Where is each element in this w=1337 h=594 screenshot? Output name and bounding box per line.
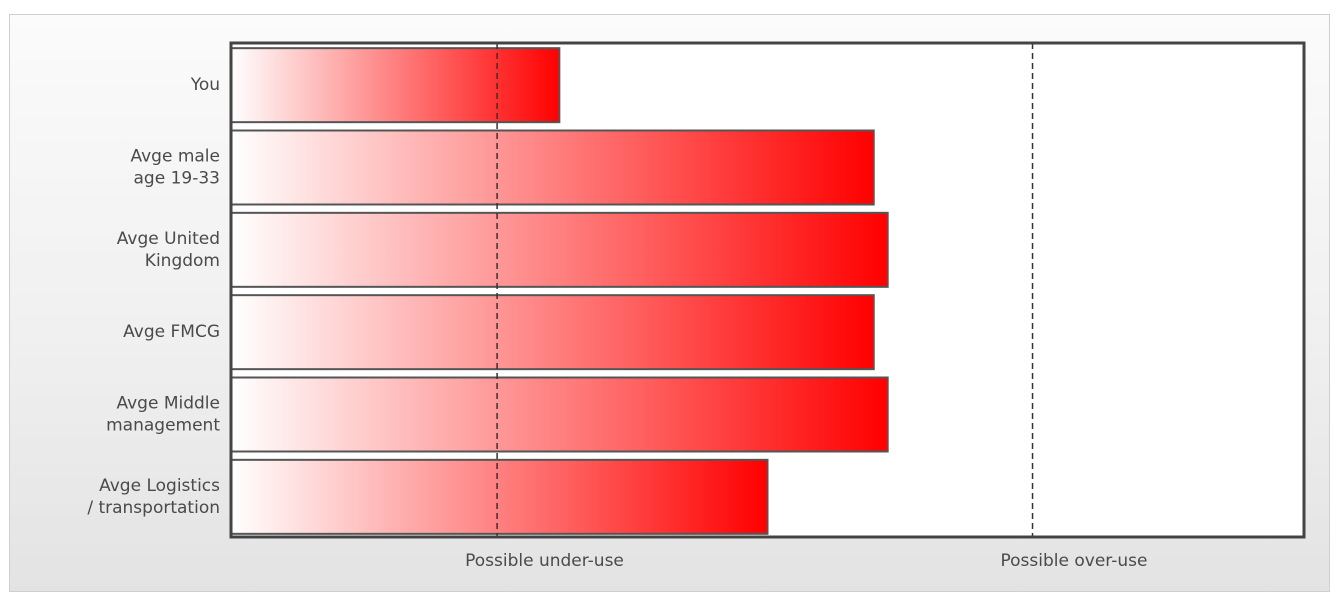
category-label-2-line-1: Kingdom (145, 251, 220, 271)
category-label-5-line-0: Avge Logistics (99, 476, 220, 496)
category-label-1-line-1: age 19-33 (134, 169, 220, 189)
category-label-1-line-0: Avge male (130, 147, 220, 167)
category-label-4-line-0: Avge Middle (116, 394, 220, 414)
reference-label-1: Possible over-use (1001, 551, 1148, 571)
category-label-4-line-1: management (106, 416, 220, 436)
plot-area (231, 43, 1304, 537)
category-label-5-line-1: / transportation (87, 498, 220, 518)
plot-border (229, 41, 1306, 539)
bar-3 (230, 294, 875, 371)
category-label-0: You (190, 75, 220, 95)
bar-0 (230, 47, 561, 124)
bar-1 (230, 129, 875, 206)
reference-label-0: Possible under-use (465, 551, 624, 571)
bar-2 (230, 211, 889, 288)
category-label-3: Avge FMCG (123, 322, 220, 342)
bar-4 (230, 376, 889, 453)
bar-5 (230, 458, 769, 535)
category-label-2-line-0: Avge United (117, 229, 220, 249)
